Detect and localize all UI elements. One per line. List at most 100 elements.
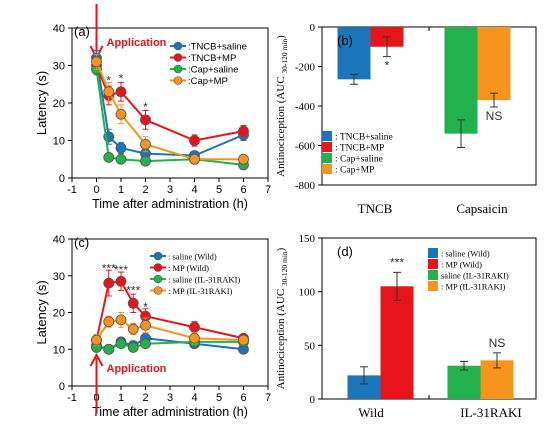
data-point: [127, 342, 139, 353]
y-tick-label: -200: [295, 62, 316, 74]
legend-label: :TNCB+MP: [188, 53, 236, 64]
legend-marker: [173, 41, 183, 51]
bar: [380, 286, 414, 399]
legend-label: :Cap+MP: [188, 76, 228, 87]
significance-mark: ***: [114, 263, 128, 277]
data-point: [103, 151, 115, 163]
bar: [447, 365, 481, 399]
legend-swatch: [428, 270, 438, 280]
data-point: [103, 86, 115, 98]
data-point: [91, 56, 102, 68]
legend-swatch: [428, 259, 438, 269]
legend-label: :TNCB+saline: [188, 42, 247, 53]
y-tick-label: 150: [299, 233, 316, 245]
significance-mark: *: [119, 72, 124, 86]
legend-label: : saline (Wild): [168, 252, 217, 262]
legend-label: : MP (IL-31RAKI): [168, 286, 233, 296]
data-point: [140, 319, 151, 331]
legend-label: : saline (IL-31RAKI): [168, 275, 240, 285]
y-tick-label: 10: [53, 136, 65, 148]
significance-mark: *: [143, 300, 148, 314]
legend-label: :Cap+saline: [188, 65, 238, 76]
data-point: [115, 108, 127, 120]
data-point: [140, 338, 151, 350]
legend-marker: [153, 251, 163, 261]
y-tick-label: 50: [304, 340, 316, 352]
legend-marker: [153, 286, 163, 295]
bar: [347, 375, 381, 399]
y-tick-label: -800: [295, 180, 316, 192]
y-tick-label: 0: [310, 22, 316, 34]
legend-label: : MP (Wild): [168, 263, 209, 273]
bar: [477, 27, 511, 101]
x-tick-label: 7: [265, 392, 271, 404]
data-point: [115, 153, 127, 165]
y-axis-label: Antinociception (AUC 30-120 min): [275, 247, 289, 389]
data-point: [189, 135, 200, 146]
y-axis-label-end: ): [275, 35, 287, 39]
data-point: [189, 332, 200, 344]
legend-swatch: [428, 248, 438, 258]
y-tick-label: -400: [295, 101, 316, 113]
y-axis-label-main: Antinociception (AUC: [275, 74, 287, 177]
y-tick-label: 20: [53, 308, 65, 320]
x-tick-label: 3: [167, 184, 173, 196]
x-tick-label: 1: [118, 184, 124, 196]
legend-marker: [173, 76, 183, 85]
x-tick-label: 6: [240, 392, 246, 404]
legend-swatch: [322, 164, 332, 174]
data-point: [127, 297, 139, 309]
legend-label: : MP (Wild): [441, 260, 482, 270]
legend-label: : TNCB+saline: [335, 133, 393, 143]
legend-marker: [173, 64, 183, 74]
legend-marker: [153, 274, 163, 284]
x-tick-label: 4: [191, 184, 197, 196]
y-tick-label: 30: [53, 61, 65, 73]
legend-label: : Cap+MP: [335, 166, 374, 176]
significance-mark: *: [106, 74, 111, 88]
x-tick-label: 0: [93, 184, 99, 196]
data-point: [115, 275, 127, 287]
legend-swatch: [428, 281, 438, 291]
data-point: [238, 334, 249, 346]
category-label: Wild: [358, 405, 384, 420]
x-tick-label: -1: [67, 184, 77, 196]
y-axis-label: Latency (s): [34, 280, 49, 344]
panel-label: (c): [74, 235, 89, 250]
category-label: Capsaicin: [456, 201, 508, 216]
data-point: [103, 343, 115, 355]
data-point: [189, 321, 200, 333]
significance-mark: ***: [102, 261, 116, 275]
x-tick-label: 5: [216, 184, 222, 196]
y-tick-label: 100: [299, 287, 316, 299]
data-point: [238, 153, 249, 165]
legend-marker: [153, 263, 163, 272]
legend-swatch: [322, 131, 332, 141]
series-4: [91, 53, 249, 165]
data-point: [115, 314, 127, 326]
data-point: [103, 316, 115, 328]
y-tick-label: 10: [53, 344, 65, 356]
legend-swatch: [322, 153, 332, 163]
data-point: [91, 334, 102, 346]
x-tick-label: 2: [142, 184, 148, 196]
y-axis-label-sub: 30-120 min: [280, 39, 289, 74]
data-point: [115, 338, 127, 350]
x-tick-label: 5: [216, 392, 222, 404]
panel-label: (d): [337, 244, 353, 259]
data-point: [140, 155, 151, 167]
y-tick-label: -600: [295, 141, 316, 153]
legend-label: saline (IL-31RAKI): [441, 271, 509, 281]
data-point: [238, 125, 249, 137]
y-tick-label: 0: [310, 394, 316, 406]
x-tick-label: 4: [191, 392, 197, 404]
x-tick-label: 3: [167, 392, 173, 404]
y-tick-label: 30: [53, 271, 65, 283]
legend-label: : Cap+saline: [335, 155, 383, 165]
x-tick-label: 7: [265, 184, 271, 196]
y-tick-label: 40: [53, 23, 65, 35]
y-tick-label: 0: [59, 173, 65, 185]
